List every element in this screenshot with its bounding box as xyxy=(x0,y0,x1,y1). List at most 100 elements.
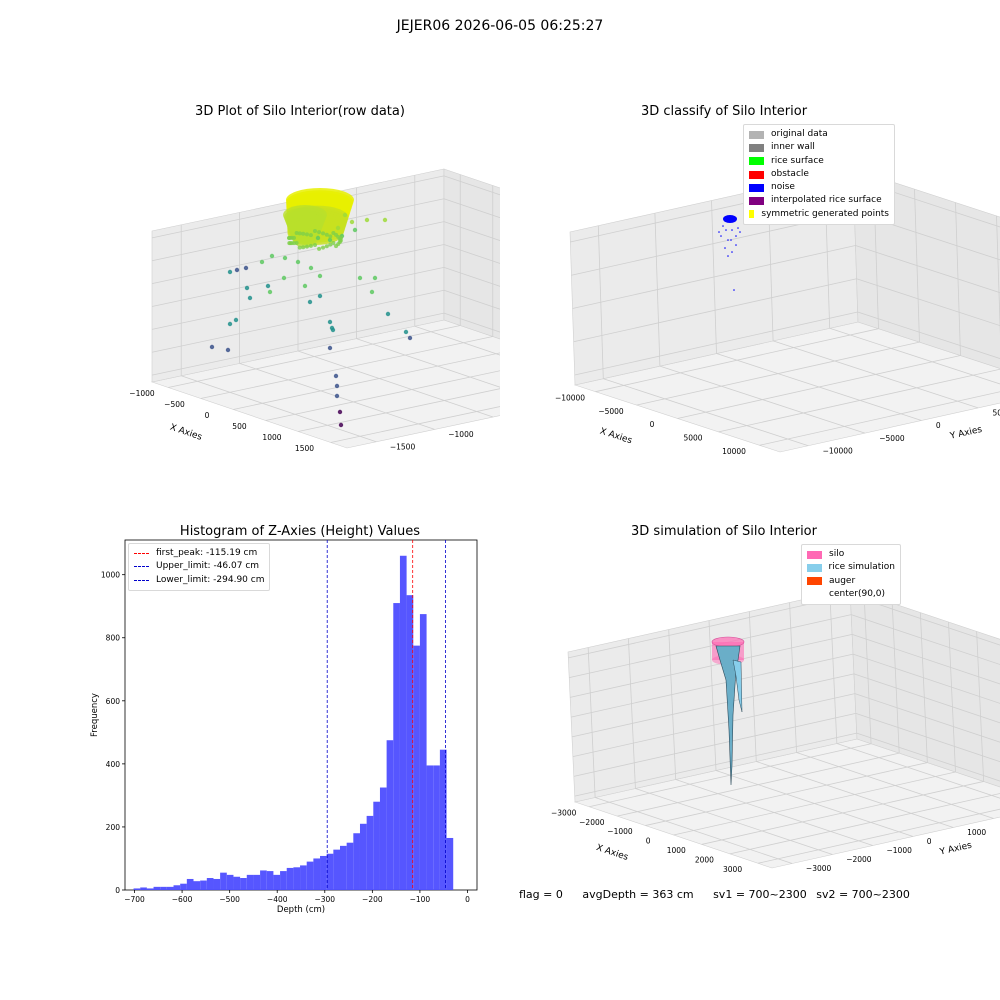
p2-x-tick-label: 10000 xyxy=(722,447,746,456)
p1-point xyxy=(287,241,292,246)
p1-point xyxy=(267,289,273,295)
legend-swatch xyxy=(749,157,764,166)
p2-x-tick-label: 0 xyxy=(650,420,655,429)
p1-point xyxy=(301,245,306,250)
p2-noise-point xyxy=(727,255,729,257)
hist-x-tick-label: −100 xyxy=(410,895,431,904)
p4-y-tick-label: 0 xyxy=(927,837,932,846)
p1-point xyxy=(308,265,314,271)
p4-zgrid-back xyxy=(854,693,1000,743)
p1-zgrid-back xyxy=(443,312,500,333)
panel2-title: 3D classify of Silo Interior xyxy=(640,104,808,119)
p4-zgrid-back xyxy=(855,712,1000,763)
p1-point xyxy=(349,219,355,225)
legend-swatch xyxy=(749,183,764,192)
p1-point xyxy=(324,232,329,237)
hist-bar xyxy=(379,787,387,890)
p4-zgrid-back xyxy=(853,673,1000,724)
p1-point xyxy=(372,275,378,281)
p1-point xyxy=(331,240,336,245)
legend-swatch xyxy=(749,143,764,152)
p1-point xyxy=(227,269,233,275)
legend-swatch xyxy=(749,197,764,206)
p1-point xyxy=(297,245,302,250)
p4-x-tick-label: −1000 xyxy=(607,827,633,836)
legend-entry: noise xyxy=(749,181,889,194)
p1-point xyxy=(225,347,231,353)
hist-bar xyxy=(133,888,141,890)
p2-zgrid-back xyxy=(856,278,1000,327)
p4-ygrid-left xyxy=(628,638,636,789)
legend-entry: Lower_limit: -294.90 cm xyxy=(134,574,264,587)
legend-swatch xyxy=(807,590,822,599)
p4-y-tick-label: −2000 xyxy=(846,855,872,864)
p1-point xyxy=(357,275,363,281)
p1-y-tick-label: −1500 xyxy=(390,442,416,451)
p1-point xyxy=(227,321,233,327)
p1-zgrid-back xyxy=(443,198,500,219)
p1-zgrid-left xyxy=(151,312,445,376)
classify-legend: original data inner wall rice surface obsta… xyxy=(743,124,895,226)
p1-zgrid-left xyxy=(151,221,445,285)
p1-point xyxy=(297,231,302,236)
legend-swatch xyxy=(807,550,822,559)
p2-ygrid-floor xyxy=(603,378,809,447)
p4-x-axis-label: X Axies xyxy=(595,843,630,863)
hist-y-tick-label: 1000 xyxy=(101,571,120,580)
p2-noise-point xyxy=(731,251,733,253)
p2-zgrid-left xyxy=(572,245,856,309)
p4-back-pane xyxy=(849,588,1000,788)
p2-zgrid-left xyxy=(573,278,857,343)
p2-noise-point xyxy=(730,239,732,241)
p4-zgrid-left xyxy=(570,634,853,698)
p2-ygrid-floor xyxy=(716,353,922,421)
hist-bar xyxy=(186,878,194,890)
histogram-legend: first_peak: -115.19 cm Upper_limit: -46.0… xyxy=(128,543,271,591)
p1-point xyxy=(321,231,326,236)
hist-bar xyxy=(140,887,147,890)
hist-y-tick-label: 600 xyxy=(106,697,121,706)
p2-noise-point xyxy=(727,239,729,241)
hist-x-tick-label: 0 xyxy=(465,895,470,904)
p4-rice-surface xyxy=(715,645,741,786)
p1-point xyxy=(334,393,340,399)
p1-x-tick-label: 1000 xyxy=(262,433,281,442)
p1-ygrid-floor xyxy=(356,338,500,388)
p2-x-tick-label: −5000 xyxy=(598,407,624,416)
p1-x-tick-label: 1500 xyxy=(295,444,314,453)
p4-x-tick-label: 2000 xyxy=(695,856,714,865)
p1-x-axis-label: X Axies xyxy=(169,423,204,443)
hist-bar xyxy=(326,853,334,890)
legend-swatch xyxy=(134,553,149,555)
p2-noise-point xyxy=(724,247,726,249)
p1-point xyxy=(335,225,341,231)
depth-histogram: −700 −600 −500 −400 −300 −200 −100 0 0 200 400 600 8… xyxy=(90,539,478,915)
p1-point xyxy=(295,259,301,265)
p4-x-tick-label: 0 xyxy=(646,837,651,846)
p2-y-tick-label: −5000 xyxy=(879,434,905,443)
p1-point xyxy=(304,232,309,237)
p4-y-tick-label: −1000 xyxy=(887,846,913,855)
hist-bar xyxy=(439,749,447,890)
hist-bar xyxy=(280,871,287,890)
panel4-title: 3D simulation of Silo Interior xyxy=(631,524,817,539)
p1-point xyxy=(327,345,333,351)
p4-ygrid-left xyxy=(829,593,838,744)
legend-label: Upper_limit: -46.07 cm xyxy=(156,561,260,572)
p1-point xyxy=(301,231,306,236)
p4-zgrid-left xyxy=(573,712,856,777)
p4-x-tick-label: −2000 xyxy=(579,818,605,827)
p2-noise-point xyxy=(731,229,733,231)
hist-y-tick-label: 400 xyxy=(106,760,121,769)
p4-ygrid-floor xyxy=(715,770,914,837)
legend-entry: inner wall xyxy=(749,141,889,154)
p2-y-tick-label: 0 xyxy=(936,421,941,430)
hist-bar xyxy=(300,865,307,890)
hist-bar xyxy=(240,878,247,890)
p1-point xyxy=(338,238,343,243)
p4-zgrid-left xyxy=(572,693,855,757)
hist-bar xyxy=(346,842,354,890)
p1-point xyxy=(282,255,288,261)
p1-zgrid-back xyxy=(443,289,500,310)
p1-point xyxy=(317,230,322,235)
